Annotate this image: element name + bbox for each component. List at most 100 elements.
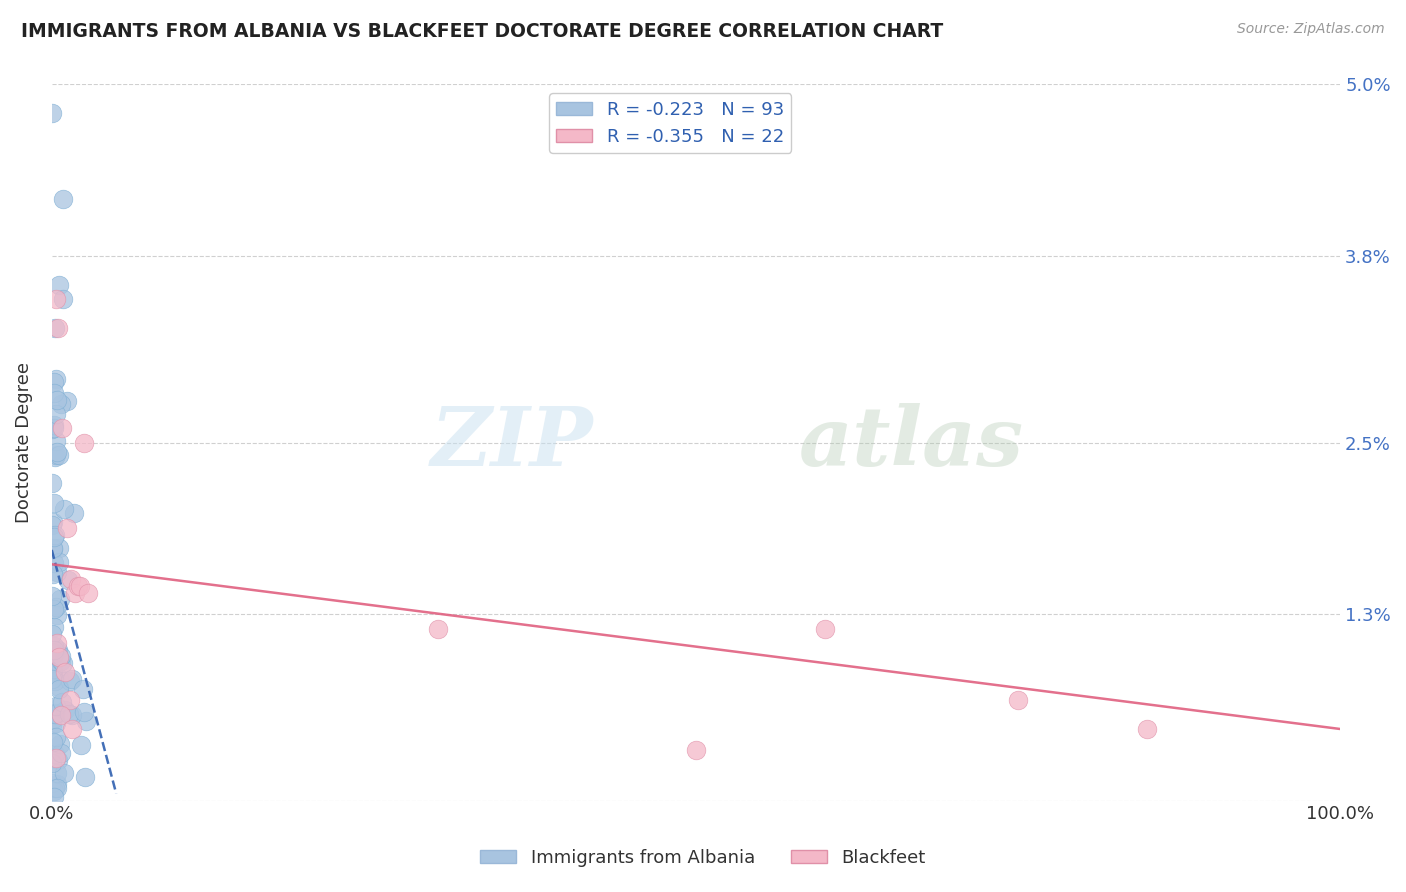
Point bbox=[48, 448, 70, 462]
Point bbox=[70, 739, 93, 753]
Point bbox=[52, 656, 75, 670]
Point bbox=[44, 450, 66, 464]
Point bbox=[42, 784, 65, 798]
Point bbox=[63, 586, 86, 600]
Point bbox=[48, 680, 70, 694]
Legend: R = -0.223   N = 93, R = -0.355   N = 22: R = -0.223 N = 93, R = -0.355 N = 22 bbox=[550, 94, 792, 153]
Point bbox=[42, 541, 65, 556]
Point bbox=[44, 643, 66, 657]
Point bbox=[60, 672, 83, 686]
Point bbox=[45, 636, 67, 650]
Point bbox=[44, 673, 66, 688]
Point bbox=[48, 555, 70, 569]
Point bbox=[75, 714, 97, 728]
Point bbox=[59, 693, 82, 707]
Point bbox=[45, 371, 67, 385]
Point bbox=[72, 681, 94, 696]
Point bbox=[49, 648, 72, 663]
Point bbox=[44, 620, 66, 634]
Point bbox=[41, 106, 63, 120]
Point bbox=[52, 293, 75, 307]
Point bbox=[46, 642, 69, 657]
Point bbox=[60, 572, 83, 586]
Point bbox=[44, 528, 66, 542]
Point bbox=[42, 556, 65, 570]
Point bbox=[44, 646, 66, 660]
Point bbox=[45, 293, 67, 307]
Point bbox=[41, 776, 63, 790]
Text: atlas: atlas bbox=[799, 402, 1024, 483]
Legend: Immigrants from Albania, Blackfeet: Immigrants from Albania, Blackfeet bbox=[472, 842, 934, 874]
Point bbox=[46, 566, 69, 580]
Point bbox=[427, 622, 450, 636]
Point bbox=[75, 770, 97, 784]
Point bbox=[45, 407, 67, 421]
Point bbox=[41, 673, 63, 687]
Point bbox=[45, 765, 67, 780]
Point bbox=[46, 753, 69, 767]
Point bbox=[41, 590, 63, 604]
Point bbox=[48, 681, 70, 696]
Point bbox=[44, 747, 66, 762]
Point bbox=[44, 421, 66, 435]
Point bbox=[41, 422, 63, 436]
Point bbox=[48, 671, 70, 685]
Point bbox=[56, 521, 79, 535]
Point bbox=[49, 592, 72, 607]
Point bbox=[41, 541, 63, 556]
Point bbox=[41, 567, 63, 582]
Point bbox=[66, 579, 89, 593]
Point bbox=[41, 659, 63, 673]
Point bbox=[46, 648, 69, 663]
Point bbox=[41, 627, 63, 641]
Point bbox=[42, 640, 65, 654]
Point bbox=[42, 417, 65, 432]
Point bbox=[46, 644, 69, 658]
Point bbox=[814, 622, 837, 636]
Point bbox=[42, 735, 65, 749]
Point bbox=[41, 756, 63, 770]
Point bbox=[60, 707, 83, 722]
Point bbox=[63, 506, 86, 520]
Point bbox=[42, 530, 65, 544]
Point bbox=[49, 397, 72, 411]
Point bbox=[685, 743, 707, 757]
Point bbox=[60, 722, 83, 736]
Point bbox=[45, 730, 67, 744]
Point bbox=[1136, 722, 1159, 736]
Point bbox=[42, 648, 65, 662]
Point bbox=[41, 718, 63, 732]
Point bbox=[45, 750, 67, 764]
Point bbox=[49, 737, 72, 751]
Point bbox=[73, 435, 96, 450]
Point bbox=[42, 376, 65, 390]
Point bbox=[45, 434, 67, 449]
Text: Source: ZipAtlas.com: Source: ZipAtlas.com bbox=[1237, 22, 1385, 37]
Point bbox=[76, 586, 98, 600]
Point bbox=[45, 699, 67, 714]
Point bbox=[58, 707, 80, 722]
Point bbox=[73, 706, 96, 720]
Point bbox=[42, 601, 65, 615]
Point bbox=[46, 445, 69, 459]
Point bbox=[53, 766, 76, 780]
Point bbox=[42, 496, 65, 510]
Point bbox=[44, 321, 66, 335]
Point bbox=[42, 665, 65, 680]
Point bbox=[44, 706, 66, 720]
Point bbox=[52, 192, 75, 206]
Point bbox=[41, 476, 63, 491]
Point bbox=[48, 650, 70, 665]
Point bbox=[41, 712, 63, 726]
Text: ZIP: ZIP bbox=[430, 402, 593, 483]
Point bbox=[45, 780, 67, 795]
Point bbox=[46, 321, 69, 335]
Point bbox=[56, 574, 79, 588]
Point bbox=[45, 608, 67, 623]
Point bbox=[49, 707, 72, 722]
Point bbox=[44, 706, 66, 721]
Point bbox=[53, 665, 76, 679]
Point bbox=[51, 421, 73, 435]
Point bbox=[44, 780, 66, 795]
Point bbox=[59, 673, 82, 688]
